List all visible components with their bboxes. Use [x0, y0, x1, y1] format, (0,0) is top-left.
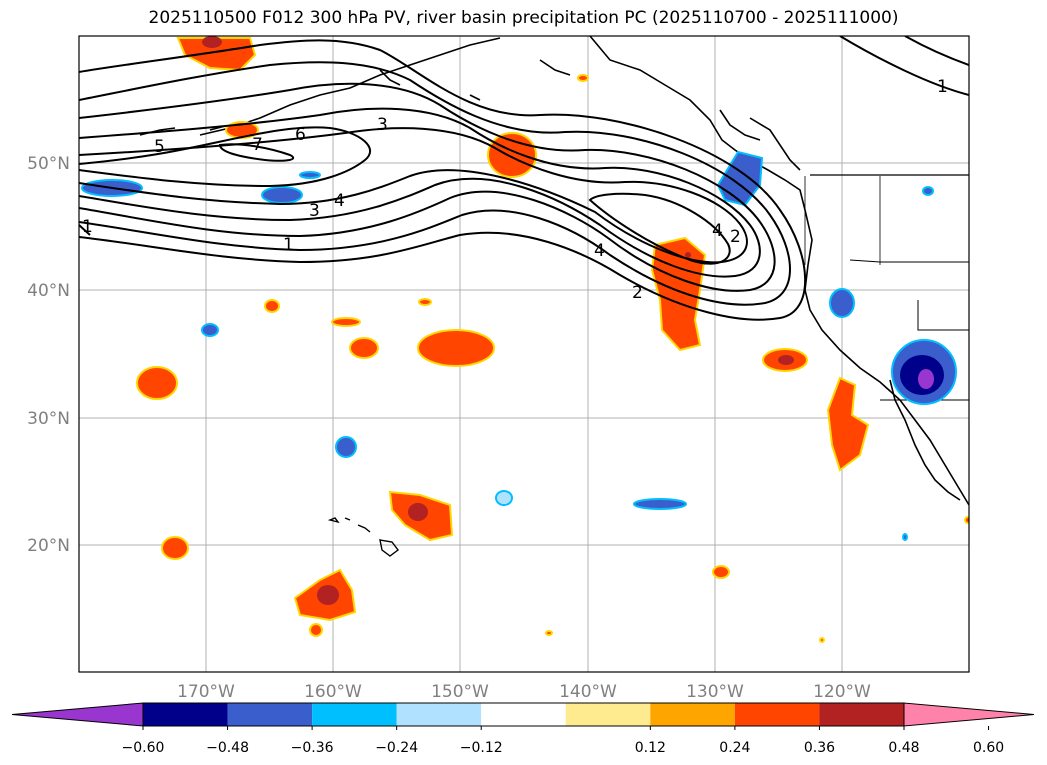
blob-pos — [712, 565, 730, 579]
colorbar-bin — [565, 703, 651, 726]
colorbar-extend-low — [11, 702, 144, 727]
colorbar-tick-label: −0.60 — [122, 740, 165, 756]
blob-neg — [902, 533, 908, 541]
colorbar-bin — [143, 703, 228, 726]
lon-label: 170°W — [177, 682, 235, 702]
blob-neg — [201, 323, 219, 337]
contour-label: 3 — [377, 115, 388, 135]
lon-label: 150°W — [431, 682, 489, 702]
latitude-labels: 50°N 40°N 30°N 20°N — [27, 154, 70, 556]
blob-neg — [633, 498, 687, 510]
contour-label: 4 — [594, 241, 605, 261]
colorbar-bin — [481, 703, 566, 726]
lon-label: 130°W — [686, 682, 744, 702]
blob-neg — [299, 171, 321, 179]
contour-label: 1 — [82, 217, 93, 237]
blob-neg — [495, 490, 513, 506]
contour-label: 4 — [334, 191, 345, 211]
contour-label: 7 — [252, 135, 263, 155]
contour-label: 1 — [283, 235, 294, 255]
blob-pos — [418, 298, 432, 306]
positive-precip-cores — [202, 36, 794, 605]
blob-core — [408, 503, 428, 521]
lon-label: 160°W — [304, 682, 362, 702]
lat-label: 20°N — [27, 536, 70, 556]
contour-label: 2 — [632, 283, 643, 303]
lat-label: 30°N — [27, 409, 70, 429]
colorbar-tick-label: 0.48 — [888, 740, 919, 756]
colorbar-bin — [734, 703, 820, 726]
colorbar-bin — [227, 703, 313, 726]
map-title: 2025110500 F012 300 hPa PV, river basin … — [148, 8, 899, 28]
islands — [327, 517, 399, 557]
colorbar-extend-high — [903, 702, 1035, 727]
colorbar-tick-label: 0.60 — [973, 740, 1004, 756]
blob-core — [918, 369, 934, 389]
blob-neg — [829, 288, 855, 318]
negative-precip-cores — [900, 355, 944, 395]
blob-pos — [417, 329, 495, 367]
contour-label: 5 — [154, 137, 165, 157]
blob-pos — [545, 630, 553, 636]
map-area: 1 2 3 4 5 6 7 3 4 2 4 1 1 — [79, 36, 969, 672]
blob-pos — [826, 376, 870, 472]
blob-pos — [819, 637, 825, 643]
blob-pos — [161, 536, 189, 560]
blob-pos — [264, 299, 280, 313]
colorbar-frame — [142, 702, 905, 727]
blob-pos — [331, 317, 361, 327]
contour-label: 1 — [937, 77, 948, 97]
lat-label: 50°N — [27, 154, 70, 174]
colorbar-bin — [312, 703, 397, 726]
colorbar: −0.60 −0.48 −0.36 −0.24 −0.12 0.12 0.24 0.36 0.4… — [11, 702, 1035, 756]
lon-label: 120°W — [813, 682, 871, 702]
blob-neg — [335, 436, 357, 458]
colorbar-tick-label: 0.12 — [635, 740, 666, 756]
blob-pos — [577, 74, 589, 82]
blob-pos — [309, 623, 323, 637]
blob-core — [685, 252, 691, 258]
blob-core — [202, 36, 222, 48]
contour-label: 6 — [295, 125, 306, 145]
colorbar-tick-label: −0.24 — [375, 740, 418, 756]
blob-pos — [136, 366, 178, 400]
blob-core — [317, 585, 339, 605]
longitude-labels: 170°W 160°W 150°W 140°W 130°W 120°W — [177, 682, 871, 702]
map-frame — [78, 35, 970, 673]
blob-neg — [261, 186, 303, 204]
colorbar-tick-label: −0.48 — [206, 740, 249, 756]
lat-label: 40°N — [27, 281, 70, 301]
pv-contours — [79, 36, 969, 321]
blob-pos — [650, 236, 707, 352]
blob-core — [778, 355, 794, 365]
contour-labels: 1 2 3 4 5 6 7 3 4 2 4 1 1 — [82, 77, 948, 303]
contour-label: 3 — [309, 201, 320, 221]
blob-neg — [922, 186, 934, 196]
lon-label: 140°W — [559, 682, 617, 702]
contour-label: 2 — [730, 227, 741, 247]
colorbar-tick-label: 0.24 — [719, 740, 750, 756]
blob-pos — [964, 516, 969, 524]
colorbar-tick-label: −0.36 — [291, 740, 334, 756]
blob-pos — [349, 337, 379, 359]
colorbar-bin — [650, 703, 735, 726]
colorbar-bin — [819, 703, 904, 726]
colorbar-bin — [396, 703, 482, 726]
colorbar-tick-label: −0.12 — [460, 740, 503, 756]
contour-label: 4 — [712, 221, 723, 241]
colorbar-tick-label: 0.36 — [804, 740, 835, 756]
